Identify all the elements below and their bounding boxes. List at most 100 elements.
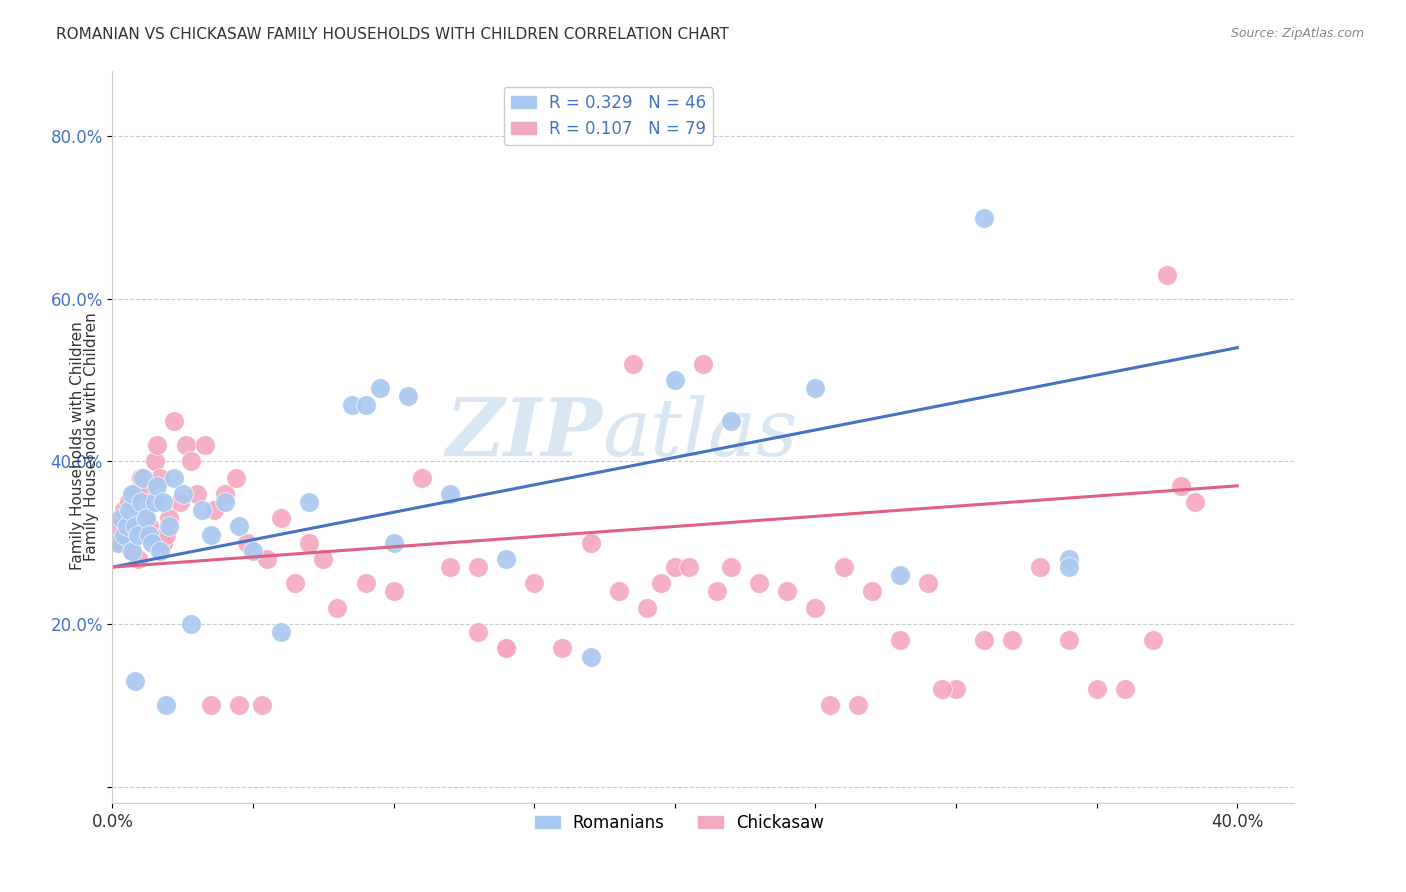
Point xyxy=(368,381,391,395)
Point xyxy=(200,698,222,713)
Point xyxy=(129,471,152,485)
Point xyxy=(270,625,292,640)
Point xyxy=(135,479,157,493)
Point xyxy=(439,487,461,501)
Text: ZIP: ZIP xyxy=(446,394,603,472)
Point xyxy=(523,576,546,591)
Point xyxy=(776,584,799,599)
Point xyxy=(664,560,686,574)
Point xyxy=(889,633,911,648)
Point xyxy=(141,495,163,509)
Point xyxy=(124,519,146,533)
Point xyxy=(579,649,602,664)
Point xyxy=(214,495,236,509)
Point xyxy=(115,519,138,533)
Point xyxy=(973,211,995,225)
Point xyxy=(228,698,250,713)
Point xyxy=(1001,633,1024,648)
Point xyxy=(818,698,841,713)
Point xyxy=(121,487,143,501)
Point xyxy=(396,389,419,403)
Point xyxy=(467,560,489,574)
Point xyxy=(152,495,174,509)
Point xyxy=(284,576,307,591)
Point xyxy=(143,454,166,468)
Point xyxy=(354,398,377,412)
Point xyxy=(112,503,135,517)
Point xyxy=(1057,633,1080,648)
Point xyxy=(157,519,180,533)
Point xyxy=(889,568,911,582)
Point xyxy=(194,438,217,452)
Point xyxy=(143,495,166,509)
Point xyxy=(917,576,939,591)
Point xyxy=(312,552,335,566)
Point xyxy=(115,527,138,541)
Text: ROMANIAN VS CHICKASAW FAMILY HOUSEHOLDS WITH CHILDREN CORRELATION CHART: ROMANIAN VS CHICKASAW FAMILY HOUSEHOLDS … xyxy=(56,27,730,42)
Text: Family Households with Children: Family Households with Children xyxy=(70,322,84,570)
Point xyxy=(804,381,827,395)
Point xyxy=(1184,495,1206,509)
Point xyxy=(551,641,574,656)
Point xyxy=(155,527,177,541)
Point xyxy=(180,617,202,632)
Point xyxy=(118,503,141,517)
Point xyxy=(146,479,169,493)
Point xyxy=(174,438,197,452)
Point xyxy=(1057,560,1080,574)
Point xyxy=(720,414,742,428)
Point xyxy=(650,576,672,591)
Point xyxy=(141,535,163,549)
Point xyxy=(1085,681,1108,696)
Point xyxy=(124,487,146,501)
Point xyxy=(127,552,149,566)
Point xyxy=(163,471,186,485)
Point xyxy=(152,535,174,549)
Point xyxy=(340,398,363,412)
Point xyxy=(1156,268,1178,282)
Point xyxy=(636,600,658,615)
Point xyxy=(579,535,602,549)
Point xyxy=(495,641,517,656)
Point xyxy=(256,552,278,566)
Point xyxy=(129,495,152,509)
Point xyxy=(112,527,135,541)
Point xyxy=(155,698,177,713)
Point xyxy=(832,560,855,574)
Point xyxy=(191,503,214,517)
Point xyxy=(146,438,169,452)
Y-axis label: Family Households with Children: Family Households with Children xyxy=(83,313,98,561)
Point xyxy=(110,535,132,549)
Point xyxy=(439,560,461,574)
Point xyxy=(495,641,517,656)
Point xyxy=(1170,479,1192,493)
Point xyxy=(214,487,236,501)
Point xyxy=(326,600,349,615)
Point xyxy=(1114,681,1136,696)
Point xyxy=(121,544,143,558)
Point xyxy=(354,576,377,591)
Point xyxy=(149,544,172,558)
Point xyxy=(411,471,433,485)
Text: atlas: atlas xyxy=(603,394,799,472)
Point xyxy=(110,511,132,525)
Point xyxy=(931,681,953,696)
Point xyxy=(132,511,155,525)
Point xyxy=(467,625,489,640)
Point xyxy=(200,527,222,541)
Point xyxy=(748,576,770,591)
Point xyxy=(495,552,517,566)
Point xyxy=(124,673,146,688)
Point xyxy=(228,519,250,533)
Point xyxy=(157,511,180,525)
Point xyxy=(169,495,191,509)
Point xyxy=(1142,633,1164,648)
Point xyxy=(1057,552,1080,566)
Point xyxy=(1029,560,1052,574)
Point xyxy=(121,544,143,558)
Point xyxy=(250,698,273,713)
Point xyxy=(236,535,259,549)
Legend: Romanians, Chickasaw: Romanians, Chickasaw xyxy=(527,807,831,838)
Point xyxy=(127,527,149,541)
Point xyxy=(225,471,247,485)
